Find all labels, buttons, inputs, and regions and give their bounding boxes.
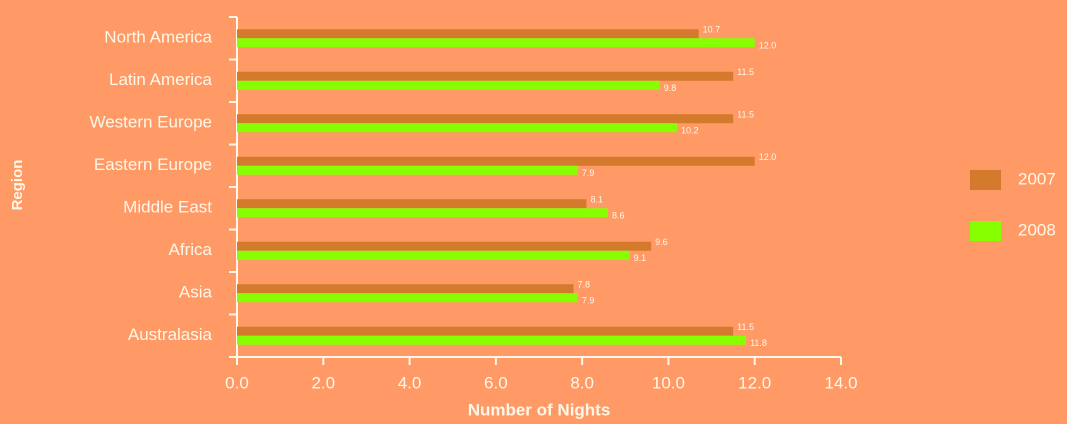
value-label: 11.8 [750, 338, 767, 348]
bar [237, 326, 734, 336]
value-label: 11.5 [737, 110, 754, 120]
x-tick-label: 2.0 [311, 373, 335, 392]
x-tick-label: 14.0 [824, 373, 857, 392]
x-tick-label: 4.0 [398, 373, 422, 392]
bar [237, 80, 660, 90]
value-label: 7.8 [578, 280, 591, 290]
value-label: 9.8 [664, 83, 677, 93]
y-tick-label: Africa [169, 240, 213, 259]
bar [237, 241, 652, 251]
value-label: 12.0 [759, 41, 777, 51]
y-tick-label: Eastern Europe [94, 155, 212, 174]
x-axis-title: Number of Nights [468, 400, 611, 419]
legend-swatch [970, 170, 1001, 190]
x-tick-label: 12.0 [738, 373, 771, 392]
legend-label: 2007 [1018, 169, 1056, 188]
y-tick-label: Latin America [109, 70, 213, 89]
value-label: 8.6 [612, 211, 625, 221]
bar [237, 123, 678, 133]
bar [237, 29, 699, 39]
x-tick-label: 6.0 [484, 373, 508, 392]
bar [237, 335, 747, 345]
value-label: 7.9 [582, 296, 595, 306]
bar [237, 38, 755, 48]
bar [237, 293, 578, 303]
value-label: 12.0 [759, 152, 777, 162]
bar [237, 165, 578, 175]
x-tick-label: 0.0 [225, 373, 249, 392]
y-tick-label: Australasia [128, 325, 213, 344]
value-label: 9.6 [655, 237, 668, 247]
y-tick-label: Asia [179, 283, 213, 302]
value-label: 10.2 [681, 126, 699, 136]
y-tick-label: Middle East [123, 198, 212, 217]
bar [237, 284, 574, 294]
y-tick-label: North America [104, 28, 212, 47]
value-label: 7.9 [582, 168, 595, 178]
x-tick-label: 8.0 [570, 373, 594, 392]
bar [237, 199, 587, 209]
y-axis-title: Region [9, 160, 26, 211]
y-tick-label: Western Europe [89, 113, 212, 132]
bar [237, 71, 734, 81]
bar [237, 208, 609, 218]
value-label: 11.5 [737, 67, 754, 77]
value-label: 8.1 [590, 195, 603, 205]
value-label: 10.7 [703, 25, 721, 35]
bar [237, 156, 755, 166]
value-label: 9.1 [634, 253, 647, 263]
bar [237, 114, 734, 124]
bar [237, 250, 630, 260]
x-tick-label: 10.0 [652, 373, 685, 392]
legend-swatch [970, 221, 1001, 241]
value-label: 11.5 [737, 322, 754, 332]
legend-label: 2008 [1018, 220, 1056, 239]
